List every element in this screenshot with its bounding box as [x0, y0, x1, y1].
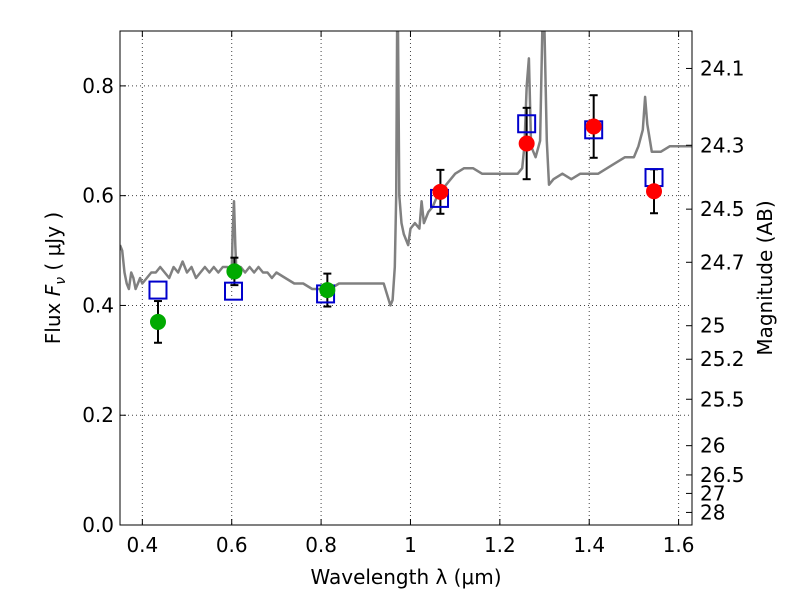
- grid: [120, 31, 692, 525]
- y-tick-label: 0.6: [82, 184, 114, 208]
- x-tick-label: 1.6: [663, 533, 695, 557]
- x-tick-label: 1.4: [573, 533, 605, 557]
- data-point-marker: [585, 118, 602, 135]
- tick-layer: [120, 31, 692, 526]
- model-photometry-layer: [148, 114, 664, 304]
- y-tick-label: 0.0: [82, 513, 114, 537]
- right-tick-label: 24.5: [700, 197, 745, 221]
- x-axis-title: Wavelength λ (μm): [310, 565, 501, 589]
- data-point-marker: [319, 282, 336, 299]
- spectrum-line: [120, 31, 692, 307]
- right-tick-label: 27: [700, 481, 725, 505]
- x-tick-label: 0.4: [126, 533, 158, 557]
- observed-photometry-layer: [149, 118, 663, 330]
- tick-labels: 0.4 0.6 0.8 1 1.2 1.4 1.6 0.0 0.2 0.4 0.6 0.8 24.1 24…: [82, 56, 744, 557]
- y-tick-label: 0.4: [82, 293, 114, 317]
- x-tick-label: 1: [404, 533, 417, 557]
- right-tick-label: 24.7: [700, 250, 745, 274]
- y-tick-label: 0.8: [82, 74, 114, 98]
- right-tick-label: 25.5: [700, 387, 745, 411]
- right-tick-label: 24.1: [700, 56, 745, 80]
- model-square-marker: [148, 280, 168, 300]
- right-tick-label: 25: [700, 314, 725, 338]
- data-point-marker: [518, 135, 535, 152]
- data-point-marker: [646, 183, 663, 200]
- data-point-marker: [149, 313, 166, 330]
- model-square-marker: [517, 114, 537, 134]
- right-tick-label: 25.2: [700, 347, 745, 371]
- errorbar-layer: [153, 94, 659, 344]
- right-axis-title: Magnitude (AB): [753, 200, 777, 355]
- data-point-marker: [432, 183, 449, 200]
- right-tick-label: 26.5: [700, 463, 745, 487]
- right-tick-label: 28: [700, 500, 725, 524]
- right-tick-label: 26: [700, 434, 725, 458]
- x-tick-label: 0.8: [305, 533, 337, 557]
- model-square-marker: [224, 281, 244, 301]
- y-tick-label: 0.2: [82, 403, 114, 427]
- x-tick-label: 1.2: [484, 533, 516, 557]
- x-tick-label: 0.6: [216, 533, 248, 557]
- plot-frame: [119, 30, 693, 526]
- y-axis-title: Flux Fν ( μJy ): [41, 212, 69, 344]
- spectrum-layer: [120, 31, 692, 307]
- right-tick-label: 24.3: [700, 133, 745, 157]
- data-point-marker: [226, 263, 243, 280]
